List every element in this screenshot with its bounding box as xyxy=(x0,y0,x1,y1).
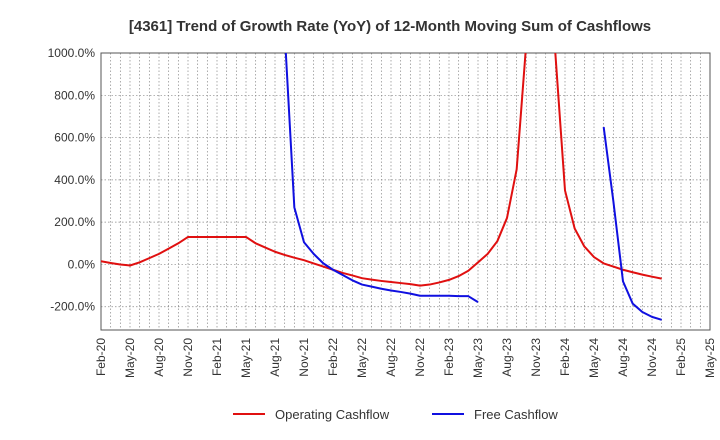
x-tick-label: Nov-22 xyxy=(413,338,427,377)
grid xyxy=(101,52,710,330)
plot-frame xyxy=(100,52,711,331)
y-tick-label: 400.0% xyxy=(54,173,95,187)
x-tick-label: Aug-21 xyxy=(268,338,282,377)
x-tick-label: Feb-20 xyxy=(94,338,108,376)
x-tick-label: May-22 xyxy=(355,338,369,378)
x-tick-label: Aug-22 xyxy=(384,338,398,377)
series-line-operating-cashflow xyxy=(101,53,662,287)
x-tick-label: May-21 xyxy=(239,338,253,378)
x-axis: Feb-20 May-20 Aug-20 Nov-20 Feb-21 May-21 Aug-… xyxy=(94,338,717,378)
x-tick-label: Aug-24 xyxy=(616,338,630,377)
x-tick-label: May-24 xyxy=(587,338,601,378)
x-tick-label: Nov-20 xyxy=(181,338,195,377)
y-axis: -200.0% 0.0% 200.0% 400.0% 600.0% 800.0% 1000.… xyxy=(48,46,96,314)
y-tick-label: -200.0% xyxy=(50,300,95,314)
x-tick-label: Aug-20 xyxy=(152,338,166,377)
x-tick-label: Feb-24 xyxy=(558,338,572,376)
series-layer xyxy=(101,53,662,321)
y-tick-label: 0.0% xyxy=(68,257,96,271)
x-tick-label: May-20 xyxy=(123,338,137,378)
x-tick-label: Feb-21 xyxy=(210,338,224,376)
x-tick-label: May-25 xyxy=(703,338,717,378)
x-tick-label: Nov-23 xyxy=(529,338,543,377)
x-tick-label: Feb-23 xyxy=(442,338,456,376)
y-tick-label: 800.0% xyxy=(54,88,95,102)
legend-label-operating-cashflow: Operating Cashflow xyxy=(275,407,390,422)
x-tick-label: Feb-22 xyxy=(326,338,340,376)
x-tick-label: Nov-21 xyxy=(297,338,311,377)
y-tick-label: 1000.0% xyxy=(48,46,96,60)
series-line-free-cashflow xyxy=(284,53,479,303)
x-tick-label: Feb-25 xyxy=(674,338,688,376)
x-tick-label: Nov-24 xyxy=(645,338,659,377)
chart-title: [4361] Trend of Growth Rate (YoY) of 12-… xyxy=(129,18,651,35)
x-tick-label: Aug-23 xyxy=(500,338,514,377)
series-line-free-cashflow xyxy=(602,126,662,321)
y-tick-label: 600.0% xyxy=(54,131,95,145)
y-tick-label: 200.0% xyxy=(54,215,95,229)
legend-label-free-cashflow: Free Cashflow xyxy=(474,407,558,422)
x-tick-label: May-23 xyxy=(471,338,485,378)
legend: Operating Cashflow Free Cashflow xyxy=(233,407,558,422)
